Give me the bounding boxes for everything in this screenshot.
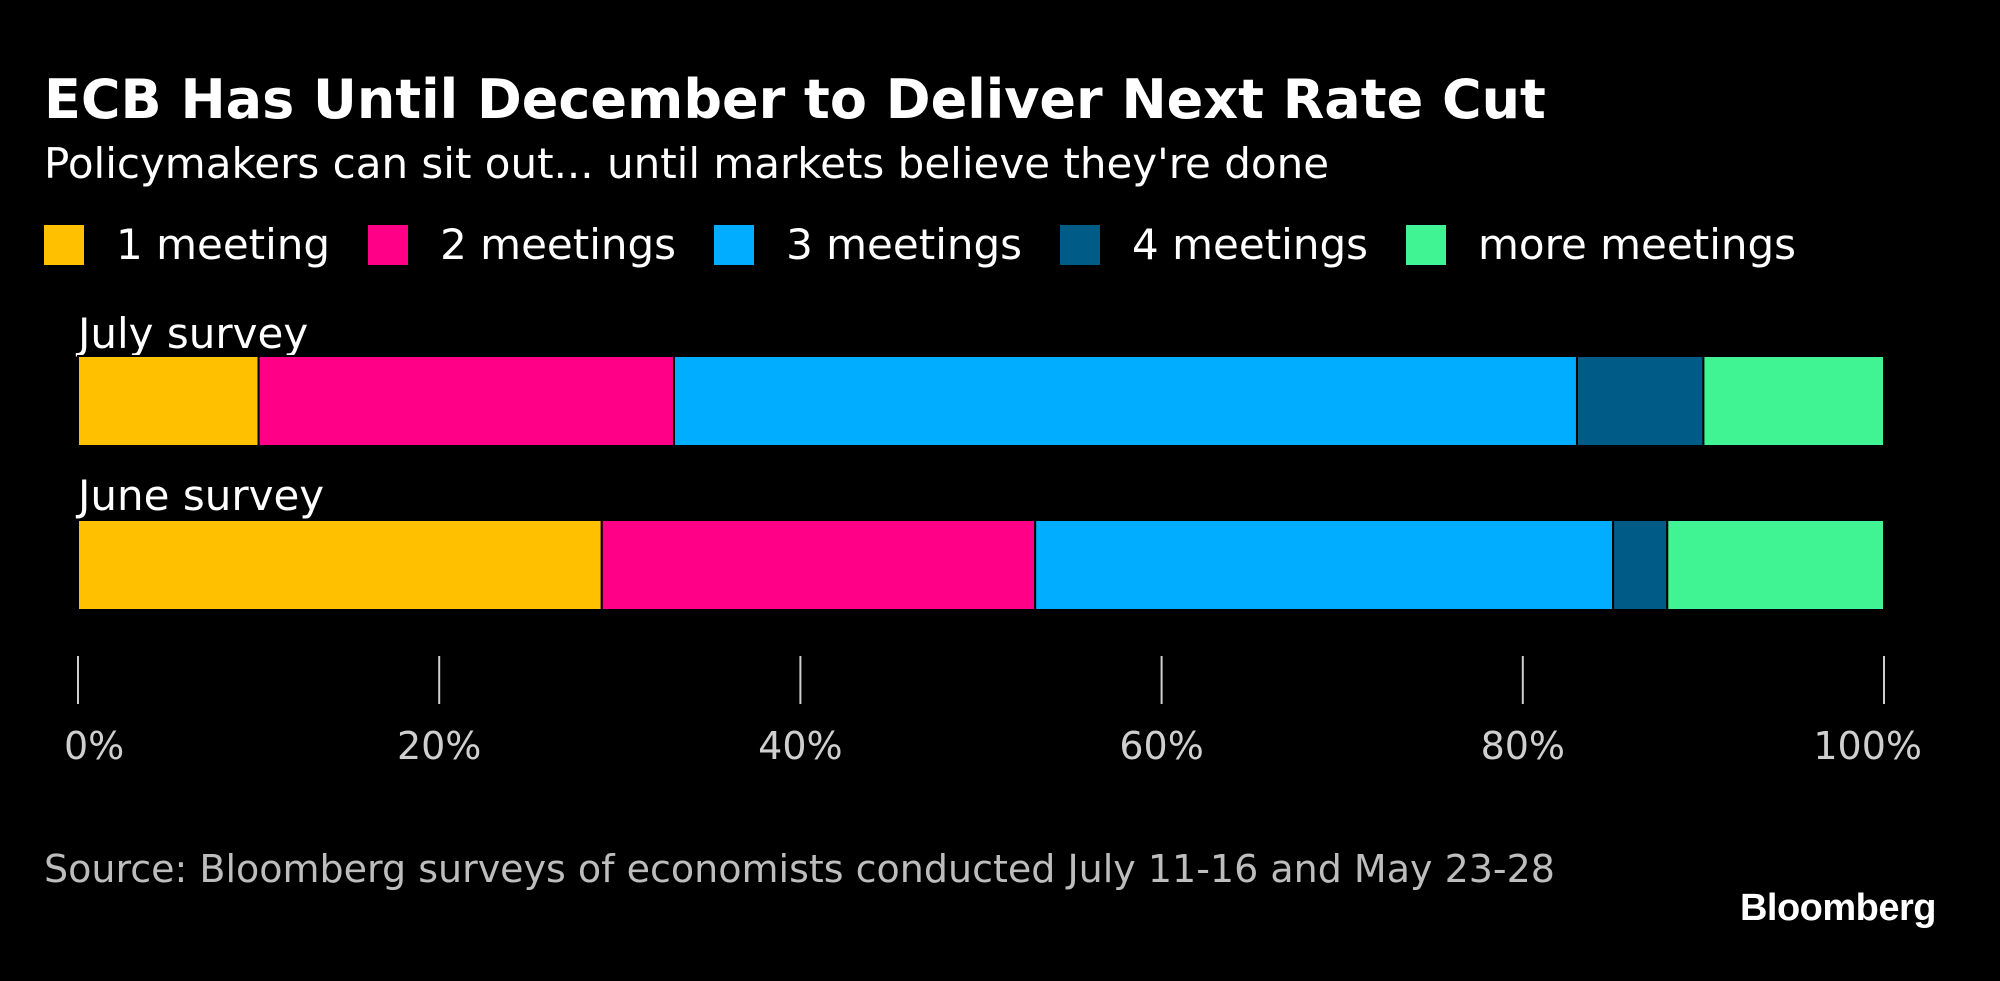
x-tick-label-80: 80% — [1481, 724, 1565, 768]
legend-label-2-meetings: 2 meetings — [440, 220, 677, 269]
legend-item-4-meetings: 4 meetings — [1060, 219, 1368, 271]
bar-june-survey-3-meetings — [1034, 519, 1615, 611]
x-tick-label-60: 60% — [1119, 724, 1203, 768]
chart-title: ECB Has Until December to Deliver Next R… — [44, 68, 1546, 131]
bar-july-survey-3-meetings — [672, 355, 1578, 447]
legend-label-more-meetings: more meetings — [1478, 220, 1797, 269]
category-label-june-survey: June survey — [75, 471, 324, 520]
x-tick-label-0: 0% — [64, 724, 124, 768]
legend-label-3-meetings: 3 meetings — [786, 220, 1023, 269]
legend-swatch-2-meetings — [368, 225, 409, 265]
legend-label-4-meetings: 4 meetings — [1132, 220, 1368, 269]
legend-item-2-meetings: 2 meetings — [368, 219, 676, 271]
legend-item-3-meetings: 3 meetings — [714, 219, 1022, 271]
bar-july-survey-4-meetings — [1575, 355, 1705, 447]
legend-swatch-1-meeting — [44, 225, 84, 265]
bar-july-survey-2-meetings — [257, 355, 675, 447]
legend-label-1-meeting: 1 meeting — [116, 220, 331, 269]
legend-swatch-3-meetings — [714, 225, 755, 265]
legend-item-more-meetings: more meetings — [1406, 219, 1796, 271]
category-label-july-survey: July survey — [75, 309, 308, 358]
bar-june-survey-4-meetings — [1612, 519, 1669, 611]
stacked-bar-chart: July survey June survey 0% 20% 40% 60% 80% 100% — [64, 309, 1922, 768]
bar-june-survey-2-meetings — [600, 519, 1037, 611]
source-note: Source: Bloomberg surveys of economists … — [44, 847, 1555, 891]
legend-item-1-meeting: 1 meeting — [44, 219, 330, 271]
bar-june-survey-more-meetings — [1666, 519, 1886, 611]
x-tick-label-20: 20% — [397, 724, 481, 768]
legend-swatch-4-meetings — [1060, 225, 1101, 265]
bar-june-survey-1-meeting — [77, 519, 603, 611]
x-tick-label-100: 100% — [1813, 724, 1922, 768]
bar-july-survey-more-meetings — [1702, 355, 1886, 447]
bloomberg-logo: Bloomberg — [1739, 887, 1937, 929]
bar-july-survey-1-meeting — [77, 355, 260, 447]
chart-subtitle: Policymakers can sit out... until market… — [44, 139, 1330, 188]
legend-swatch-more-meetings — [1406, 225, 1446, 265]
x-tick-label-40: 40% — [758, 724, 842, 768]
legend: 1 meeting 2 meetings 3 meetings 4 meetin… — [44, 219, 1834, 271]
